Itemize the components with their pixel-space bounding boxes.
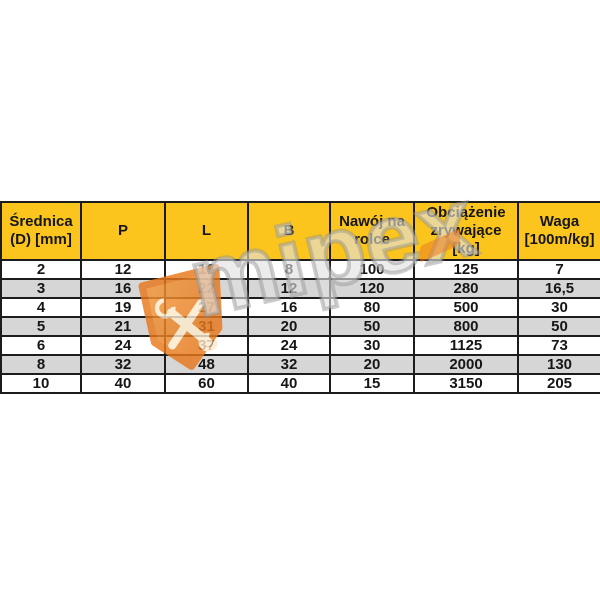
table-cell: 50 [517, 316, 600, 337]
table-cell: 21 [80, 316, 166, 337]
column-header-b: B [247, 201, 331, 261]
table-cell: 3 [0, 278, 82, 299]
column-header-diameter: Średnica (D) [mm] [0, 201, 82, 261]
table-cell: 7 [517, 259, 600, 280]
column-header-breaking-load: Obciążenie zrywające [kg] [413, 201, 519, 261]
table-cell: 19 [80, 297, 166, 318]
table-row: 4 19 27 16 80 500 30 [0, 297, 600, 318]
table-cell: 30 [329, 335, 415, 356]
table-cell: 40 [247, 373, 331, 394]
table-cell: 205 [517, 373, 600, 394]
table-cell: 27 [164, 297, 249, 318]
table-row: 8 32 48 32 20 2000 130 [0, 354, 600, 375]
table-cell: 125 [413, 259, 519, 280]
table-cell: 280 [413, 278, 519, 299]
table-cell: 12 [80, 259, 166, 280]
table-cell: 8 [247, 259, 331, 280]
table-cell: 32 [80, 354, 166, 375]
table-cell: 5 [0, 316, 82, 337]
table-cell: 800 [413, 316, 519, 337]
table-cell: 32 [247, 354, 331, 375]
table-cell: 16 [164, 259, 249, 280]
table-cell: 31 [164, 316, 249, 337]
table-row: 10 40 60 40 15 3150 205 [0, 373, 600, 394]
table-cell: 16 [247, 297, 331, 318]
column-header-roll: Nawój na rolce [329, 201, 415, 261]
table-cell: 100 [329, 259, 415, 280]
table-cell: 2 [0, 259, 82, 280]
table-cell: 73 [517, 335, 600, 356]
table-cell: 16 [80, 278, 166, 299]
table-cell: 20 [247, 316, 331, 337]
table-cell: 500 [413, 297, 519, 318]
table-cell: 50 [329, 316, 415, 337]
table-row: 5 21 31 20 50 800 50 [0, 316, 600, 337]
table-cell: 2000 [413, 354, 519, 375]
table-cell: 15 [329, 373, 415, 394]
table-header-row: Średnica (D) [mm] P L B Nawój na rolce O… [0, 201, 600, 261]
table-cell: 48 [164, 354, 249, 375]
table-cell: 1125 [413, 335, 519, 356]
table-body: 2 12 16 8 100 125 7 3 16 22 12 120 280 16,5 4 19 27 16 80 5… [0, 259, 600, 394]
table-cell: 6 [0, 335, 82, 356]
column-header-p: P [80, 201, 166, 261]
table-cell: 20 [329, 354, 415, 375]
table-cell: 10 [0, 373, 82, 394]
table-cell: 8 [0, 354, 82, 375]
table-row: 3 16 22 12 120 280 16,5 [0, 278, 600, 299]
table-cell: 120 [329, 278, 415, 299]
table-cell: 130 [517, 354, 600, 375]
table-cell: 60 [164, 373, 249, 394]
column-header-weight: Waga [100m/kg] [517, 201, 600, 261]
table-cell: 22 [164, 278, 249, 299]
table-row: 6 24 37 24 30 1125 73 [0, 335, 600, 356]
table-cell: 16,5 [517, 278, 600, 299]
table-cell: 40 [80, 373, 166, 394]
table-cell: 30 [517, 297, 600, 318]
table-cell: 4 [0, 297, 82, 318]
spec-table: Średnica (D) [mm] P L B Nawój na rolce O… [0, 201, 600, 394]
column-header-l: L [164, 201, 249, 261]
table-cell: 24 [80, 335, 166, 356]
table-cell: 24 [247, 335, 331, 356]
table-cell: 3150 [413, 373, 519, 394]
table-cell: 37 [164, 335, 249, 356]
table-cell: 12 [247, 278, 331, 299]
table-cell: 80 [329, 297, 415, 318]
table-row: 2 12 16 8 100 125 7 [0, 259, 600, 280]
